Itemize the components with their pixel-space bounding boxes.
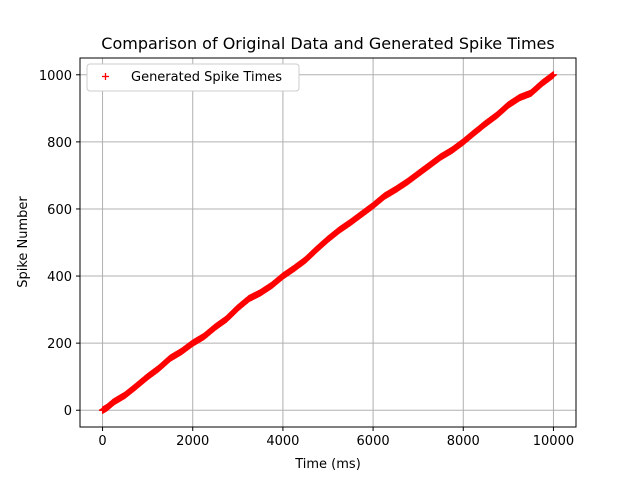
- x-tick-label: 6000: [357, 434, 390, 449]
- y-tick-label: 200: [47, 337, 72, 352]
- spike-point: [549, 71, 557, 79]
- grid-lines: [80, 58, 576, 427]
- x-tick-label: 8000: [447, 434, 480, 449]
- x-axis-label: Time (ms): [294, 457, 361, 472]
- legend-entry-label: Generated Spike Times: [131, 70, 282, 85]
- x-tick-label: 10000: [533, 434, 574, 449]
- chart-title: Comparison of Original Data and Generate…: [101, 34, 554, 53]
- plot-series: [99, 71, 557, 414]
- x-tick-label: 4000: [266, 434, 299, 449]
- y-tick-label: 800: [47, 136, 72, 151]
- y-tick-label: 1000: [39, 69, 72, 84]
- x-tick-label: 2000: [176, 434, 209, 449]
- legend-box: [86, 63, 300, 92]
- y-axis-label: Spike Number: [16, 196, 31, 288]
- y-tick-label: 400: [47, 270, 72, 285]
- axis-ticks: 0 2000 4000 6000 8000 10000 0 200 400 600 800 1000: [39, 69, 574, 449]
- x-tick-label: 0: [98, 434, 106, 449]
- y-tick-label: 0: [64, 404, 72, 419]
- legend: Generated Spike Times: [86, 63, 300, 92]
- plot-frame: [79, 57, 577, 428]
- y-tick-label: 600: [47, 203, 72, 218]
- legend-marker: [102, 73, 109, 80]
- series-markers: [99, 71, 557, 414]
